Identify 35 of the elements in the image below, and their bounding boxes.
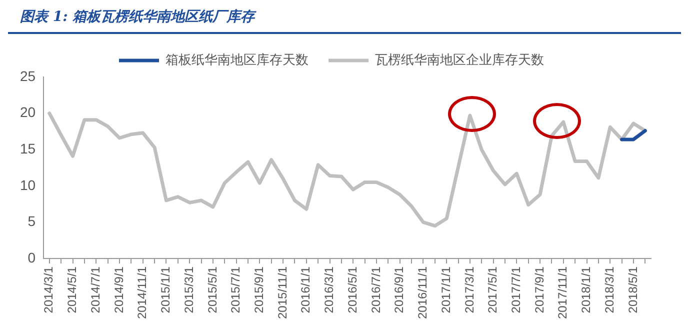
legend-label: 瓦楞纸华南地区企业库存天数 bbox=[375, 52, 544, 68]
x-tick-label: 2016/5/1 bbox=[345, 266, 360, 314]
x-tick-label: 2017/9/1 bbox=[532, 266, 546, 314]
x-tick-label: 2015/3/1 bbox=[182, 266, 196, 314]
x-tick-label: 2014/9/1 bbox=[112, 266, 126, 314]
legend-label: 箱板纸华南地区库存天数 bbox=[166, 52, 308, 68]
x-tick-label: 2018/5/1 bbox=[626, 266, 640, 314]
y-tick-label: 10 bbox=[20, 176, 36, 193]
y-tick-label: 5 bbox=[28, 213, 36, 230]
x-tick-label: 2018/3/1 bbox=[602, 266, 616, 314]
chart-title: 图表 1: 箱板瓦楞纸华南地区纸厂库存 bbox=[8, 8, 681, 34]
x-tick-label: 2015/1/1 bbox=[158, 266, 173, 314]
x-tick-label: 2017/3/1 bbox=[462, 266, 476, 314]
x-tick-label: 2014/3/1 bbox=[42, 266, 56, 314]
x-tick-label: 2014/7/1 bbox=[88, 266, 102, 314]
x-tick-label: 2014/5/1 bbox=[65, 266, 80, 314]
x-tick-label: 2016/9/1 bbox=[392, 266, 406, 314]
y-tick-label: 0 bbox=[28, 249, 36, 266]
x-tick-label: 2016/3/1 bbox=[322, 266, 336, 314]
x-tick-label: 2014/11/1 bbox=[135, 266, 150, 320]
y-tick-label: 25 bbox=[20, 68, 36, 84]
x-tick-label: 2015/7/1 bbox=[228, 266, 243, 314]
x-tick-label: 2016/11/1 bbox=[416, 266, 430, 320]
x-tick-label: 2016/1/1 bbox=[298, 266, 313, 314]
x-tick-label: 2015/11/1 bbox=[275, 266, 290, 320]
x-tick-label: 2017/1/1 bbox=[438, 266, 453, 314]
x-tick-label: 2015/9/1 bbox=[252, 266, 266, 314]
y-tick-label: 20 bbox=[20, 104, 36, 120]
x-tick-label: 2016/7/1 bbox=[368, 266, 383, 314]
x-tick-label: 2017/7/1 bbox=[508, 266, 523, 314]
y-tick-label: 15 bbox=[20, 140, 36, 156]
x-tick-label: 2018/1/1 bbox=[579, 266, 594, 314]
x-tick-label: 2017/11/1 bbox=[556, 266, 570, 320]
x-tick-label: 2015/5/1 bbox=[205, 266, 220, 314]
x-tick-label: 2017/5/1 bbox=[486, 266, 500, 314]
